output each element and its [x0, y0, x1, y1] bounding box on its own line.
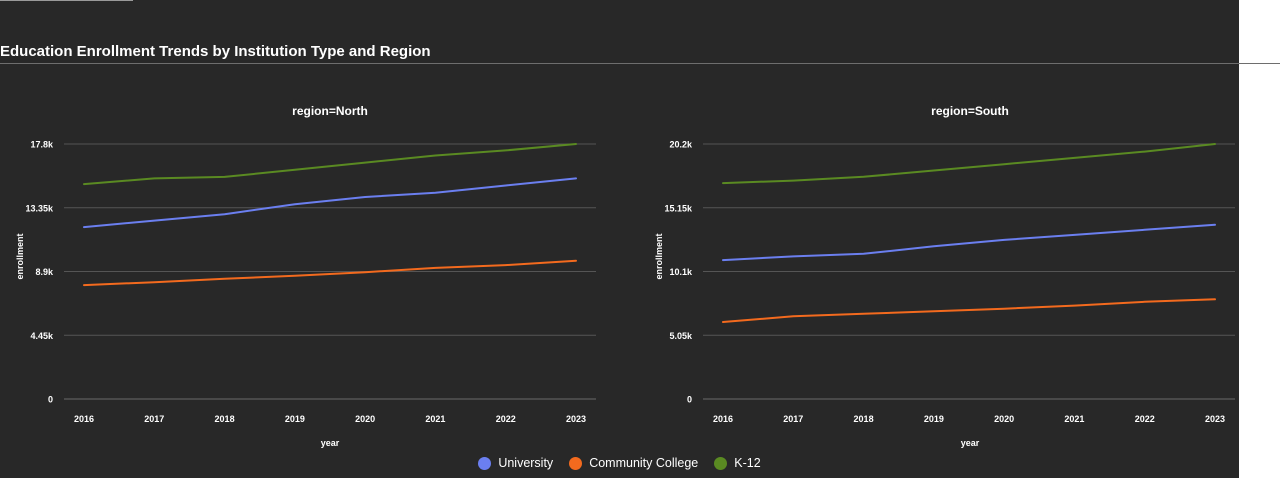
- panel-2-y-tick-label: 5.05k: [669, 331, 693, 341]
- panel-1-series-line-community-college: [83, 259, 577, 287]
- panel-1-x-tick-label: 2021: [425, 414, 445, 424]
- panel-1-x-tick-label: 2018: [215, 414, 235, 424]
- panel-1-x-tick-label: 2023: [566, 414, 586, 424]
- panel-1-title: region=North: [292, 104, 368, 118]
- panel-2-series-line-k-12: [722, 143, 1216, 185]
- legend-swatch-university: [478, 456, 492, 470]
- panel-2-x-axis-label: year: [961, 438, 980, 448]
- chart-title: Education Enrollment Trends by Instituti…: [0, 43, 431, 60]
- panel-1-y-tick-label: 17.8k: [30, 140, 54, 150]
- panel-2-series-line-university: [722, 223, 1216, 262]
- panel-1-y-tick-label: 0: [48, 395, 53, 405]
- panel-2-title: region=South: [931, 104, 1009, 118]
- panel-2-x-tick-label: 2016: [713, 414, 733, 424]
- legend-label-community-college: Community College: [589, 456, 699, 470]
- panel-1-y-tick-label: 13.35k: [25, 203, 54, 213]
- panel-2-y-axis-label: enrollment: [654, 233, 664, 279]
- panel-2-x-tick-label: 2018: [854, 414, 874, 424]
- panel-2-y-tick-label: 15.15k: [664, 203, 693, 213]
- panel-1-x-tick-label: 2019: [285, 414, 305, 424]
- legend: University Community College K-12: [0, 454, 1239, 472]
- panel-2-y-tick-label: 0: [687, 395, 692, 405]
- panel-1-x-tick-label: 2017: [144, 414, 164, 424]
- panel-1-y-tick-label: 8.9k: [35, 267, 54, 277]
- legend-item-community-college[interactable]: Community College: [569, 456, 698, 470]
- panel-1-series-line-k-12: [83, 143, 577, 186]
- panel-2-x-tick-label: 2019: [924, 414, 944, 424]
- title-divider: [0, 63, 1280, 64]
- panel-2-x-tick-label: 2021: [1064, 414, 1084, 424]
- panel-1-y-axis-label: enrollment: [15, 233, 25, 279]
- panel-1-x-tick-label: 2020: [355, 414, 375, 424]
- panel-2-y-tick-label: 10.1k: [669, 267, 693, 277]
- legend-swatch-k12: [714, 456, 728, 470]
- panel-2-x-tick-label: 2020: [994, 414, 1014, 424]
- panel-1-x-tick-label: 2022: [496, 414, 516, 424]
- top-tab-indicator: [0, 0, 133, 1]
- legend-swatch-community-college: [569, 456, 583, 470]
- panel-1-series-line-university: [83, 177, 577, 229]
- legend-label-k12: K-12: [734, 456, 761, 470]
- legend-label-university: University: [498, 456, 554, 470]
- panel-2-x-tick-label: 2023: [1205, 414, 1225, 424]
- panel-1-y-tick-label: 4.45k: [30, 331, 54, 341]
- panel-1-x-axis-label: year: [321, 438, 340, 448]
- panel-2-series-line-community-college: [722, 298, 1216, 323]
- panel-1-x-tick-label: 2016: [74, 414, 94, 424]
- chart-canvas: region=North 0 4.45k 8.9k 13.35k 17.8k 2016 201…: [15, 104, 1235, 448]
- legend-item-university[interactable]: University: [478, 456, 553, 470]
- panel-2-x-tick-label: 2017: [783, 414, 803, 424]
- panel-2-y-tick-label: 20.2k: [669, 140, 693, 150]
- legend-item-k12[interactable]: K-12: [714, 456, 761, 470]
- panel-2-x-tick-label: 2022: [1135, 414, 1155, 424]
